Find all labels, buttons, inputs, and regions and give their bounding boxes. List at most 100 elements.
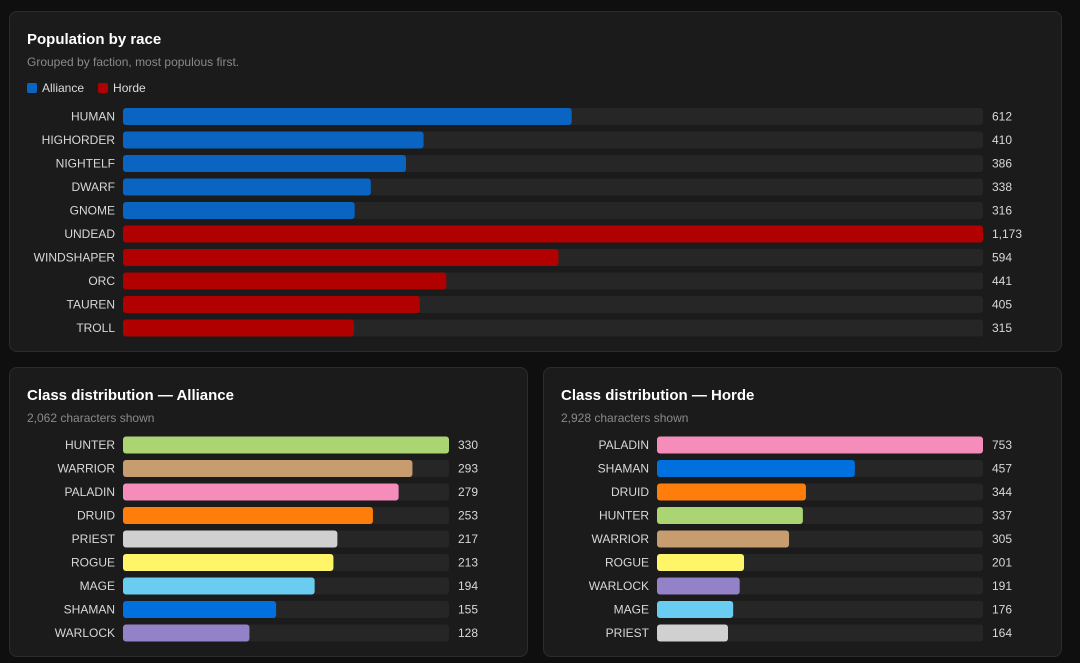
alliance-class-bar-warrior [123,460,413,477]
alliance-class-label-hunter: HUNTER [65,438,115,452]
horde-chart-subtitle: 2,928 characters shown [561,411,689,425]
alliance-class-value-rogue: 213 [458,556,478,570]
horde-class-bar-druid [657,483,806,501]
race-bar-orc [123,272,447,290]
alliance-class-label-druid: DRUID [77,509,115,523]
horde-class-label-mage: MAGE [614,603,649,617]
alliance-class-value-priest: 217 [458,532,478,546]
horde-class-bar-warrior [657,530,790,548]
alliance-class-value-shaman: 155 [458,603,478,617]
race-bar-troll [123,319,354,337]
horde-class-label-paladin: PALADIN [599,438,649,452]
horde-class-bar-mage [657,601,734,618]
race-value-nightelf: 386 [992,157,1012,171]
race-label-highorder: HIGHORDER [42,133,116,147]
horde-class-value-priest: 164 [992,626,1012,640]
race-bar-nightelf [123,155,407,172]
horde-class-label-shaman: SHAMAN [598,462,649,476]
race-label-human: HUMAN [71,110,115,124]
horde-class-card: Class distribution — Horde 2,928 charact… [543,367,1062,657]
legend-swatch-alliance [27,83,37,93]
alliance-class-bar-chart: HUNTER 330 WARRIOR 293 PALADIN 279 DRUID 253 PRI… [55,436,478,642]
horde-class-bar-paladin [657,436,983,454]
alliance-class-label-warrior: WARRIOR [57,462,115,476]
race-value-gnome: 316 [992,204,1012,218]
race-bar-gnome [123,202,355,219]
horde-class-value-shaman: 457 [992,462,1012,476]
alliance-class-value-paladin: 279 [458,485,478,499]
horde-class-bar-hunter [657,507,803,524]
race-label-undead: UNDEAD [64,227,115,241]
alliance-class-value-hunter: 330 [458,438,478,452]
horde-class-value-hunter: 337 [992,509,1012,523]
alliance-class-bar-mage [123,577,315,595]
race-label-troll: TROLL [76,321,115,335]
horde-class-label-warlock: WARLOCK [589,579,649,593]
race-bar-undead [123,225,983,243]
alliance-chart-subtitle: 2,062 characters shown [27,411,155,425]
horde-class-value-warlock: 191 [992,579,1012,593]
race-label-orc: ORC [88,274,115,288]
race-value-orc: 441 [992,274,1012,288]
race-label-nightelf: NIGHTELF [56,157,115,171]
legend-label-horde: Horde [113,81,146,95]
race-chart-subtitle: Grouped by faction, most populous first. [27,55,240,69]
legend-swatch-horde [98,83,109,93]
alliance-class-bar-hunter [123,436,449,454]
alliance-class-bar-priest [123,530,338,548]
horde-chart-title: Class distribution — Horde [561,387,755,404]
horde-class-label-priest: PRIEST [606,626,650,640]
alliance-class-bar-druid [123,507,373,524]
horde-class-bar-chart: PALADIN 753 SHAMAN 457 DRUID 344 HUNTER 337 WARR… [589,436,1012,642]
horde-class-bar-priest [657,624,729,642]
horde-class-label-druid: DRUID [611,485,649,499]
horde-class-value-warrior: 305 [992,532,1012,546]
horde-class-bar-shaman [657,460,855,477]
alliance-class-label-warlock: WARLOCK [55,626,115,640]
horde-class-value-paladin: 753 [992,438,1012,452]
alliance-class-label-rogue: ROGUE [71,556,115,570]
alliance-class-label-paladin: PALADIN [65,485,115,499]
race-bar-dwarf [123,178,371,196]
race-bar-highorder [123,131,424,149]
faction-legend: Alliance Horde [27,81,146,95]
horde-class-label-warrior: WARRIOR [591,532,649,546]
race-bar-human [123,108,572,125]
race-value-troll: 315 [992,321,1012,335]
horde-class-label-hunter: HUNTER [599,509,649,523]
alliance-class-value-warrior: 293 [458,462,478,476]
race-label-gnome: GNOME [70,204,115,218]
race-label-windshaper: WINDSHAPER [34,251,116,265]
race-value-dwarf: 338 [992,180,1012,194]
alliance-class-label-priest: PRIEST [72,532,116,546]
race-bar-windshaper [123,249,559,266]
race-value-windshaper: 594 [992,251,1012,265]
race-population-card: Population by race Grouped by faction, m… [9,11,1062,352]
race-label-tauren: TAUREN [67,298,115,312]
race-value-undead: 1,173 [992,227,1022,241]
horde-class-bar-warlock [657,577,740,595]
horde-class-value-druid: 344 [992,485,1012,499]
alliance-class-bar-shaman [123,601,277,618]
horde-class-track-priest [657,624,983,642]
horde-class-track-mage [657,601,983,618]
race-value-human: 612 [992,110,1012,124]
alliance-class-label-shaman: SHAMAN [64,603,115,617]
horde-class-bar-rogue [657,554,745,571]
alliance-class-card: Class distribution — Alliance 2,062 char… [9,367,528,657]
alliance-class-bar-rogue [123,554,334,571]
race-bar-chart: HUMAN 612 HIGHORDER 410 NIGHTELF 386 DWARF 338 G… [34,108,1022,337]
legend-item-horde: Horde [98,81,146,95]
alliance-class-label-mage: MAGE [80,579,115,593]
race-bar-tauren [123,296,420,313]
legend-label-alliance: Alliance [42,81,85,95]
alliance-class-bar-warlock [123,624,250,642]
alliance-class-value-druid: 253 [458,509,478,523]
alliance-class-bar-paladin [123,483,399,501]
race-chart-title: Population by race [27,31,162,48]
horde-class-value-rogue: 201 [992,556,1012,570]
alliance-chart-title: Class distribution — Alliance [27,387,234,404]
race-label-dwarf: DWARF [71,180,115,194]
horde-class-value-mage: 176 [992,603,1012,617]
horde-class-label-rogue: ROGUE [605,556,649,570]
